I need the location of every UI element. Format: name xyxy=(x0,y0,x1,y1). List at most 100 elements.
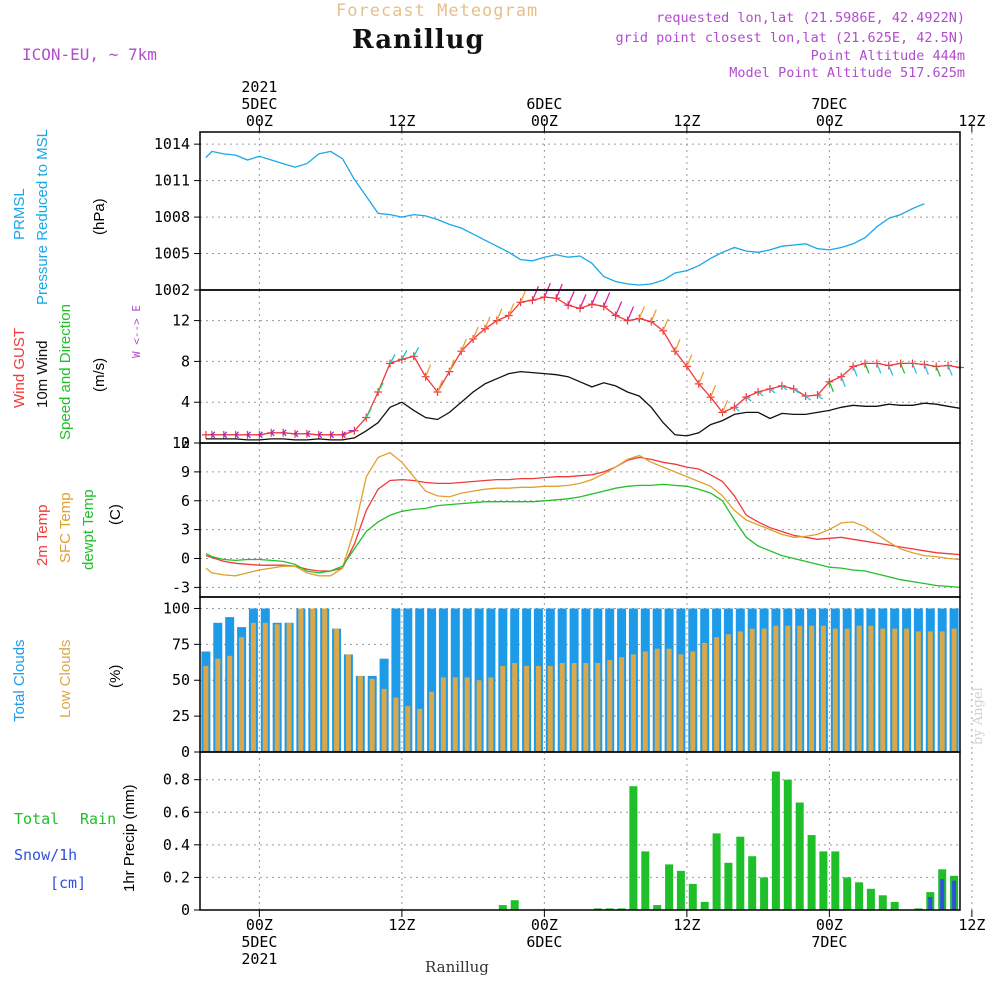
info-gridpoint: grid point closest lon,lat (21.625E, 42.… xyxy=(616,30,966,46)
ytick-label: 0.6 xyxy=(163,803,190,821)
station-title: Ranillug xyxy=(352,25,485,55)
precip-bar xyxy=(653,905,662,910)
wind-arrow xyxy=(911,363,918,374)
wind-arrow xyxy=(567,291,575,306)
info-requested: requested lon,lat (21.5986E, 42.4922N) xyxy=(656,10,965,26)
cloud-bar xyxy=(310,608,316,752)
label-total: Total xyxy=(14,810,59,828)
ytick-label: 0.2 xyxy=(163,868,190,886)
wind-arrow xyxy=(662,318,669,332)
cloud-bar xyxy=(761,628,767,752)
label-snow: Snow/1h xyxy=(14,846,77,864)
ytick-label: 1008 xyxy=(154,208,190,226)
wind-arrow xyxy=(710,384,717,398)
precip-bar xyxy=(952,880,957,910)
info-point-altitude: Point Altitude 444m xyxy=(811,48,965,64)
top-tick-label: 12Z xyxy=(388,112,415,130)
cloud-bar xyxy=(892,628,898,752)
cloud-bar xyxy=(690,651,696,752)
panel-frame xyxy=(199,131,961,291)
cloud-bar xyxy=(476,680,482,752)
top-tick-label: 00Z xyxy=(246,112,273,130)
cloud-bar xyxy=(429,691,435,752)
cloud-bar xyxy=(571,663,577,752)
cloud-bar xyxy=(904,628,910,752)
precip-panel: 0 0.2 0.4 0.6 0.8 xyxy=(163,751,973,919)
wind-arrow xyxy=(686,354,693,367)
precip-bar xyxy=(736,836,745,910)
wind-panel: 0 4 8 12 xyxy=(172,283,973,452)
wind-arrow xyxy=(591,290,599,305)
panel-frame xyxy=(199,289,961,444)
wind-arrow xyxy=(508,303,515,316)
precip-bar xyxy=(748,856,757,910)
wind-arrow xyxy=(555,283,563,299)
panel-frame xyxy=(199,751,961,911)
bottom-tick-label: 12Z xyxy=(673,916,700,934)
cloud-bar xyxy=(239,637,245,752)
label-total-clouds: Total Clouds xyxy=(11,639,28,722)
wind-arrow xyxy=(365,408,372,418)
cloud-bar xyxy=(415,608,425,752)
precip-bar xyxy=(617,908,626,910)
wind-arrow xyxy=(246,431,251,439)
cloud-bar xyxy=(725,634,731,752)
cloud-bar xyxy=(844,628,850,752)
ytick-label: 4 xyxy=(181,393,190,411)
precip-bar xyxy=(819,851,828,910)
series-line-wind-gust xyxy=(205,296,961,436)
precip-bar xyxy=(928,897,933,910)
precip-bar xyxy=(771,771,780,910)
wind-arrow xyxy=(531,285,540,301)
wind-arrow xyxy=(781,385,788,391)
label-precip-mm: 1hr Precip (mm) xyxy=(121,784,138,892)
bottom-tick-label: 12Z xyxy=(958,916,985,934)
precip-bar xyxy=(641,851,650,910)
ytick-label: 50 xyxy=(172,671,190,689)
precip-bar xyxy=(914,908,923,910)
bottom-tick-label: 12Z xyxy=(388,916,415,934)
cloud-bar xyxy=(215,658,221,752)
ytick-label: 0 xyxy=(181,550,190,568)
precip-bar xyxy=(676,870,685,910)
wind-arrow xyxy=(413,346,420,357)
top-tick-label: 00Z xyxy=(531,112,558,130)
ytick-label: 1005 xyxy=(154,245,190,263)
wind-arrow xyxy=(757,391,764,397)
precip-bar xyxy=(665,864,674,910)
bottom-tick-label: 00Z xyxy=(816,916,843,934)
label-percent: (%) xyxy=(107,665,124,688)
precip-bar xyxy=(866,888,875,910)
ytick-label: 0 xyxy=(181,901,190,919)
cloud-bar xyxy=(595,663,601,752)
cloud-bar xyxy=(512,663,518,752)
cloud-bar xyxy=(666,648,672,752)
cloud-bar xyxy=(927,631,933,752)
cloud-bar xyxy=(583,663,589,752)
top-tick-label: 00Z xyxy=(816,112,843,130)
label-dewpt-temp: dewpt Temp xyxy=(80,489,97,570)
wind-arrow xyxy=(222,431,228,439)
wind-arrow xyxy=(626,306,635,321)
cloud-bar xyxy=(702,642,708,752)
cloud-bar xyxy=(915,631,921,752)
cloud-bar xyxy=(630,654,636,752)
precip-bar xyxy=(807,835,816,910)
cloud-bar xyxy=(797,625,803,752)
precip-bar xyxy=(724,862,733,910)
precip-bar xyxy=(940,879,945,910)
precip-bar xyxy=(629,786,638,910)
cloud-bar xyxy=(559,663,565,752)
cloud-bar xyxy=(642,651,648,752)
wind-arrow xyxy=(448,359,455,372)
wind-arrow xyxy=(496,308,503,321)
precip-bar xyxy=(890,901,899,910)
cloud-bar xyxy=(488,677,494,752)
wind-arrow xyxy=(472,326,479,340)
footer-station: Ranillug xyxy=(425,958,489,976)
wind-arrow xyxy=(769,388,776,394)
wind-arrow xyxy=(721,400,729,413)
cloud-bar xyxy=(298,608,304,752)
